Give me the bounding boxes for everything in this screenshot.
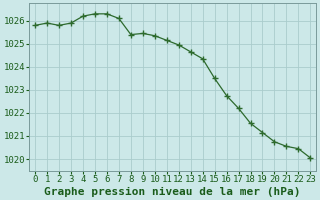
X-axis label: Graphe pression niveau de la mer (hPa): Graphe pression niveau de la mer (hPa) bbox=[44, 186, 301, 197]
